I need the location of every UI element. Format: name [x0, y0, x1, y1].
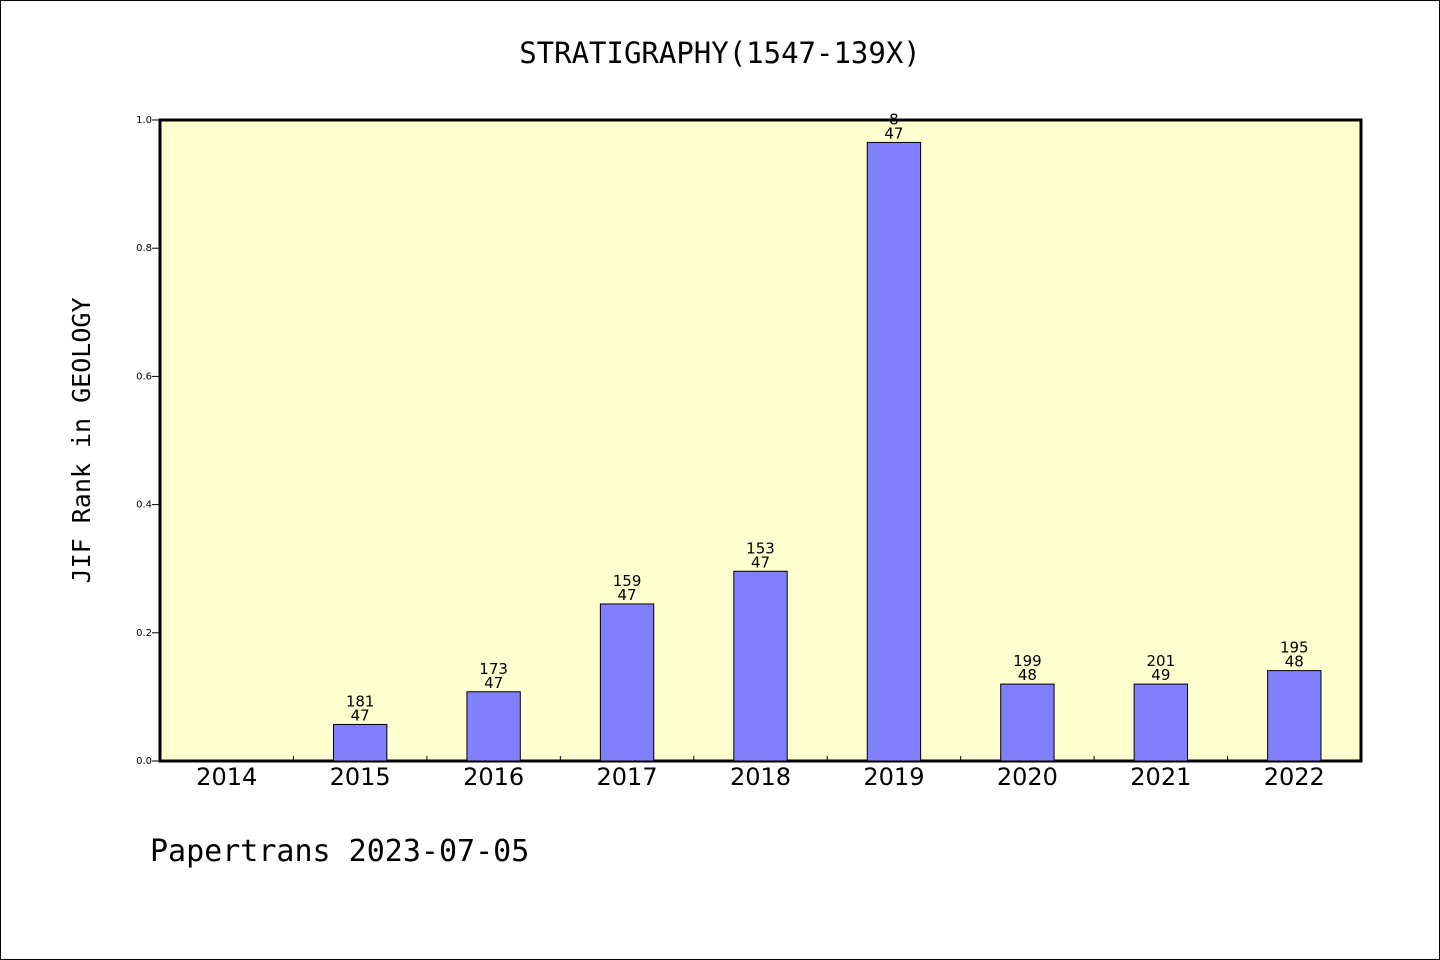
y-tick-label-1.0: 1.0 [136, 115, 152, 126]
x-tick-label-2022: 2022 [1264, 763, 1325, 791]
bar-label-top-2015: 181 [346, 692, 375, 710]
y-axis-label: JIF Rank in GEOLOGY [67, 298, 96, 584]
bar-label-bottom-2016: 47 [484, 674, 503, 692]
x-axis: 2014 2015 2016 2017 2018 2019 2020 2021 2022 [196, 756, 1325, 791]
x-tick-label-2018: 2018 [730, 763, 791, 791]
bar-2016 [466, 691, 521, 762]
x-tick-label-2016: 2016 [463, 763, 524, 791]
chart-title: STRATIGRAPHY(1547-139X) [519, 36, 921, 70]
bar-label-top-2016: 173 [479, 660, 508, 678]
x-tick-label-2014: 2014 [196, 763, 257, 791]
bar-2020 [1000, 683, 1055, 762]
bar-label-bottom-2021: 49 [1151, 666, 1170, 684]
x-tick-label-2015: 2015 [330, 763, 391, 791]
bar-2021 [1133, 683, 1189, 762]
bar-label-top-2021: 201 [1147, 652, 1176, 670]
bar-2015 [332, 723, 388, 762]
bar-label-bottom-2015: 47 [351, 706, 370, 724]
bar-label-bottom-2018: 47 [751, 553, 770, 571]
bar-label-top-2017: 159 [613, 572, 642, 590]
bar-label-top-2019: 8 [889, 110, 899, 128]
bar-2022 [1267, 670, 1322, 762]
x-tick-label-2019: 2019 [863, 763, 924, 791]
x-tick-label-2020: 2020 [997, 763, 1058, 791]
x-tick-label-2017: 2017 [597, 763, 658, 791]
y-tick-label-0.6: 0.6 [136, 371, 152, 382]
y-tick-label-0.2: 0.2 [136, 628, 152, 639]
bar-label-bottom-2022: 48 [1285, 653, 1304, 671]
y-tick-label-0.4: 0.4 [136, 500, 152, 511]
bars-group [332, 141, 1322, 762]
y-tick-label-0.0: 0.0 [136, 756, 152, 767]
bar-2017 [599, 603, 655, 762]
bar-label-bottom-2017: 47 [618, 586, 637, 604]
y-axis: 0.0 0.2 0.4 0.6 0.8 1.0 [136, 115, 160, 767]
bar-label-bottom-2019: 47 [884, 124, 903, 142]
bar-label-top-2018: 153 [746, 539, 775, 557]
x-tick-label-2021: 2021 [1130, 763, 1191, 791]
bar-2019 [866, 141, 922, 762]
bar-label-bottom-2020: 48 [1018, 666, 1037, 684]
footer-text: Papertrans 2023-07-05 [150, 834, 530, 869]
bar-label-top-2022: 195 [1280, 639, 1309, 657]
bar-2018 [733, 570, 788, 762]
y-tick-label-0.8: 0.8 [136, 243, 152, 254]
bar-label-top-2020: 199 [1013, 652, 1042, 670]
